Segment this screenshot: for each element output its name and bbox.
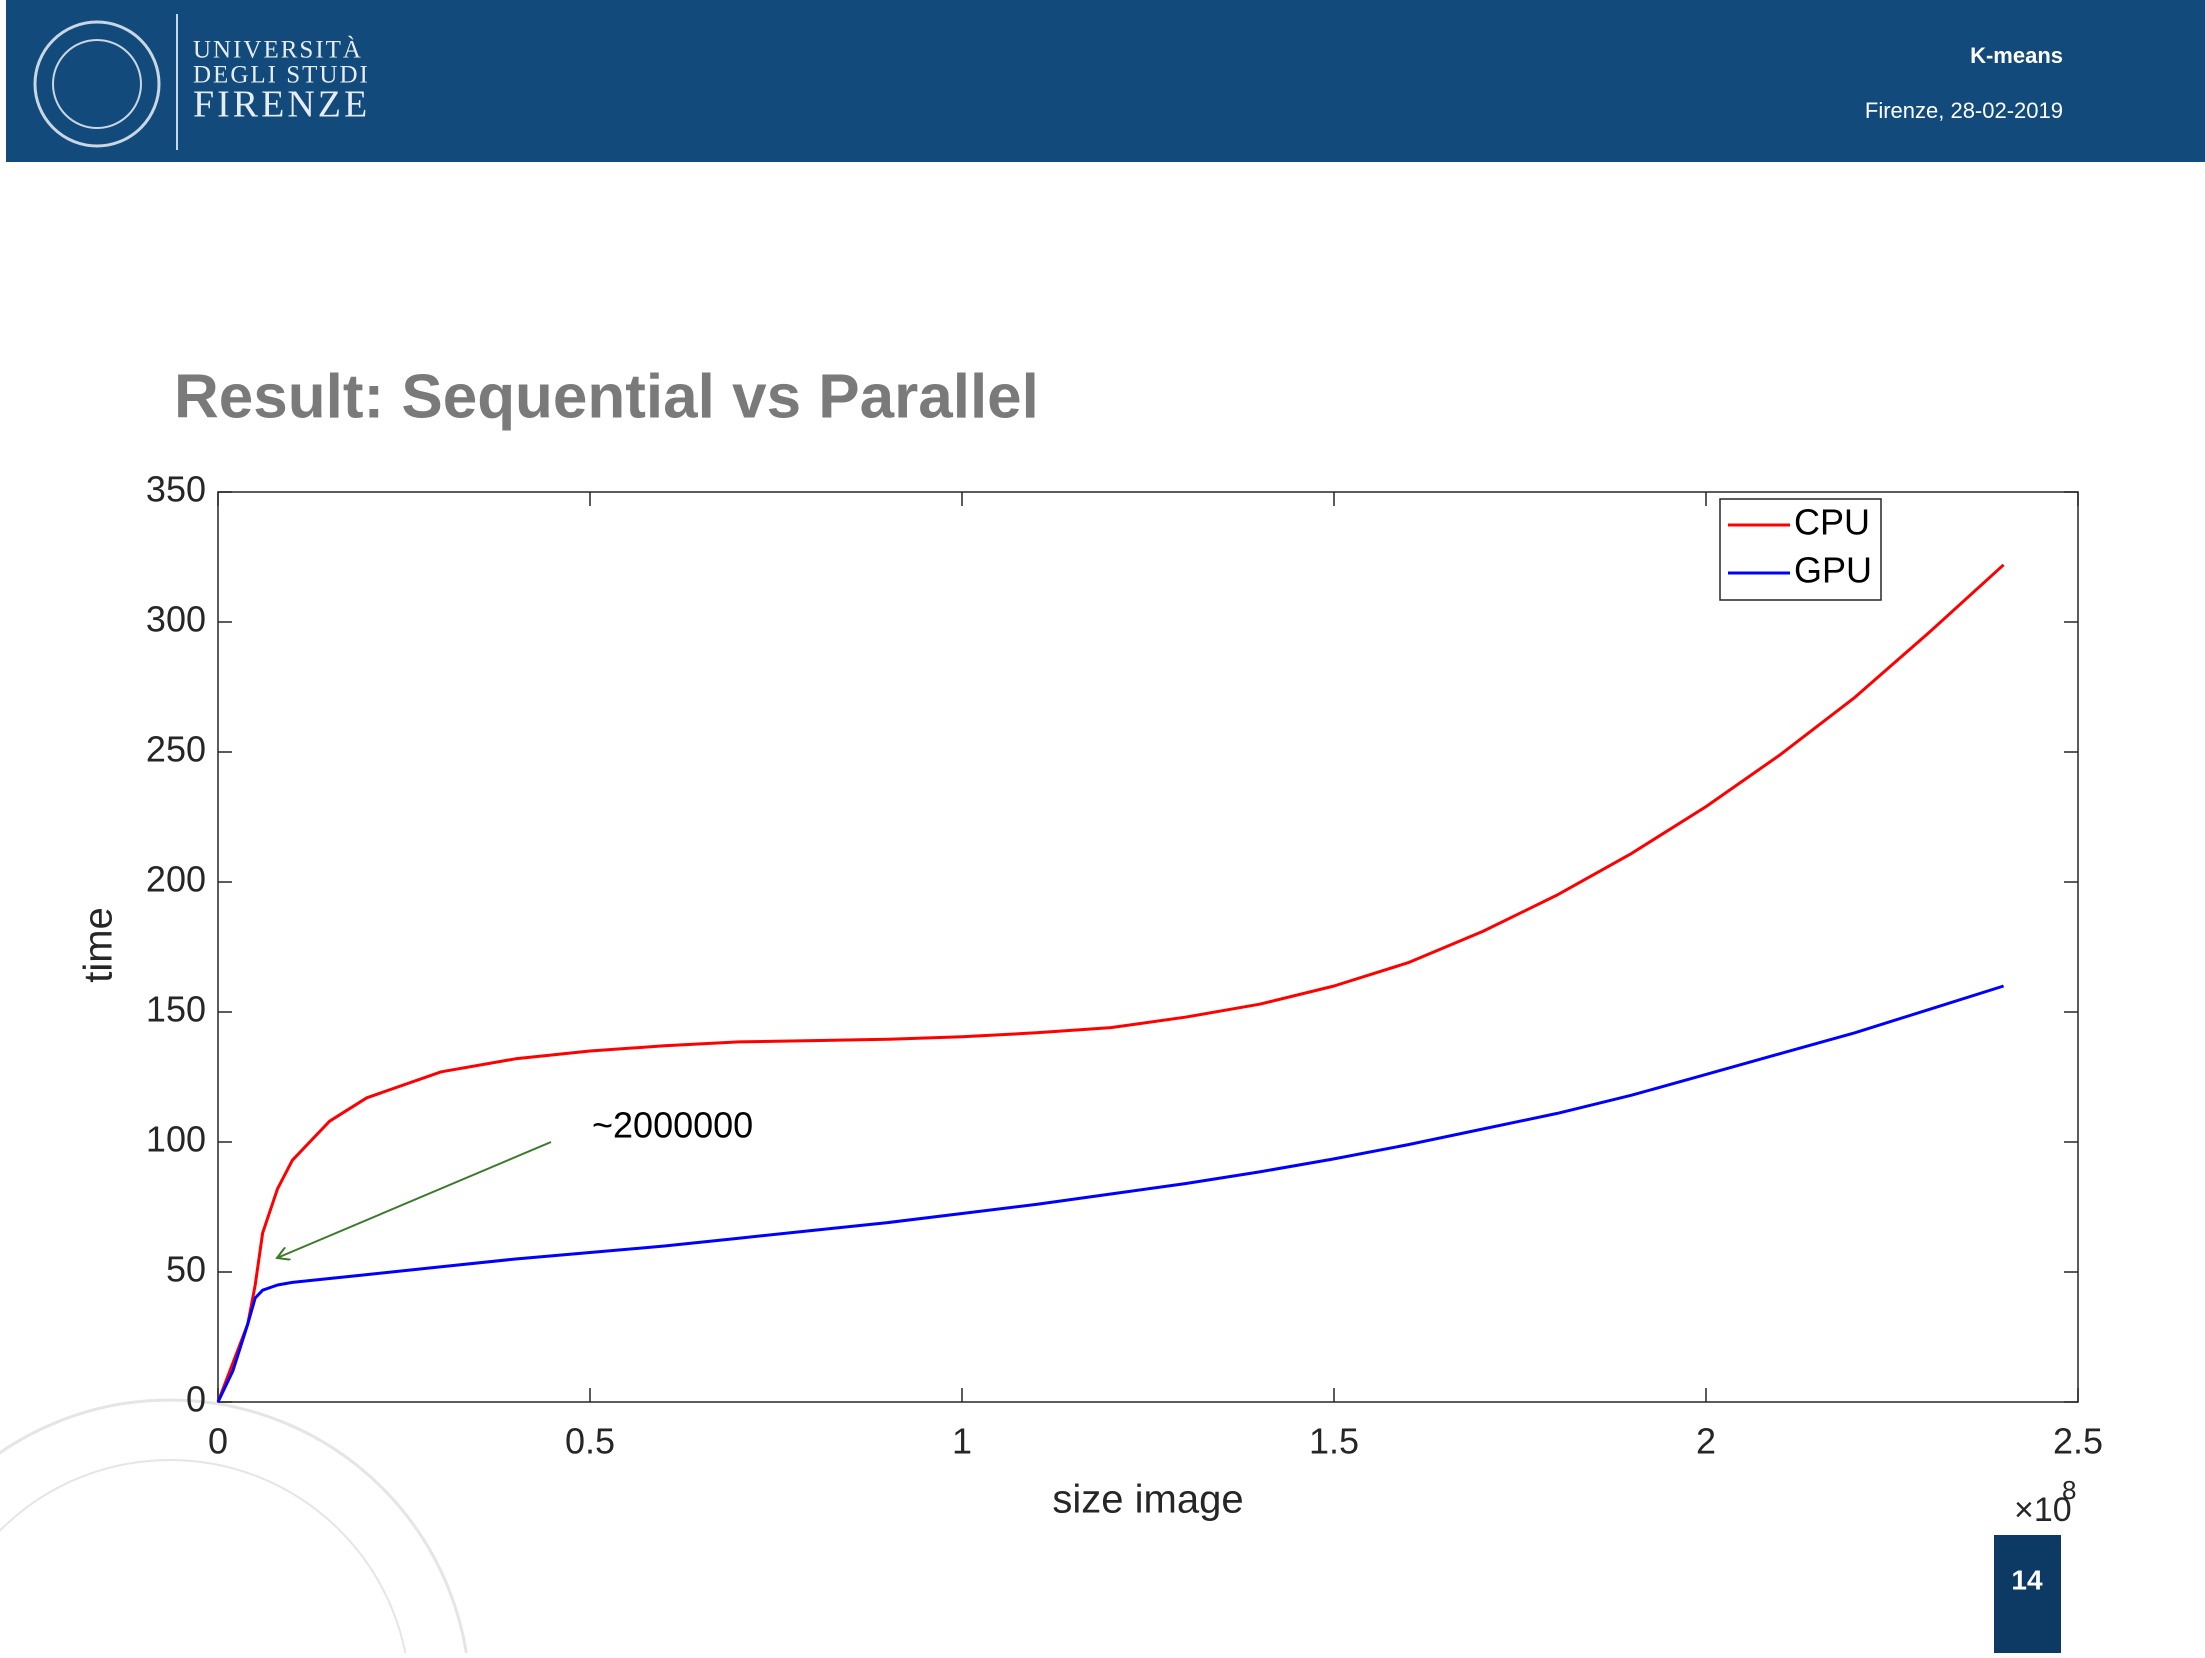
x-scale-exponent: 8 [2062, 1475, 2076, 1505]
annotation-arrow [277, 1141, 552, 1258]
watermark [0, 1398, 469, 1658]
annotation: ~2000000 [592, 1105, 753, 1146]
y-tick-label: 350 [146, 469, 206, 510]
x-tick-label: 0.5 [565, 1421, 615, 1462]
y-tick-label: 150 [146, 989, 206, 1030]
legend-label: GPU [1794, 550, 1872, 591]
series-line [216, 563, 2005, 1403]
y-axis-label: time [77, 907, 121, 983]
university-line: DEGLI STUDI [193, 62, 370, 89]
university-line: FIRENZE [193, 84, 370, 126]
logo-seal [33, 20, 161, 148]
y-tick-label: 200 [146, 859, 206, 900]
y-tick-label: 300 [146, 599, 206, 640]
legend-box [1719, 498, 1882, 601]
place-date: Firenze, 28-02-2019 [1865, 98, 2063, 123]
y-tick-label: 100 [146, 1119, 206, 1160]
topic: K-means [1970, 43, 2063, 68]
legend-label: CPU [1794, 502, 1870, 543]
x-scale-base: ×10 [2014, 1491, 2072, 1529]
y-tick-label: 0 [186, 1379, 206, 1420]
series-line [216, 984, 2005, 1403]
logo-seal-inner [52, 39, 142, 129]
header-band [6, 0, 2205, 162]
university-line: UNIVERSITÀ [193, 36, 363, 64]
x-axis-label: size image [1052, 1478, 1243, 1522]
page-number-box [1994, 1535, 2061, 1653]
slide-title: Result: Sequential vs Parallel [174, 362, 1039, 431]
x-tick-label: 2.5 [2053, 1421, 2103, 1462]
chart: 0 50 100 150 200 250 300 350 0 0.5 1 1.5 2 2.5 size im… [77, 469, 2103, 1529]
plot-area [217, 491, 2079, 1403]
y-tick-label: 50 [166, 1249, 206, 1290]
x-tick-label: 0 [208, 1421, 228, 1462]
x-tick-label: 2 [1696, 1421, 1716, 1462]
x-tick-label: 1.5 [1309, 1421, 1359, 1462]
y-tick-label: 250 [146, 729, 206, 770]
page-number: 14 [2011, 1564, 2043, 1595]
x-tick-label: 1 [952, 1421, 972, 1462]
